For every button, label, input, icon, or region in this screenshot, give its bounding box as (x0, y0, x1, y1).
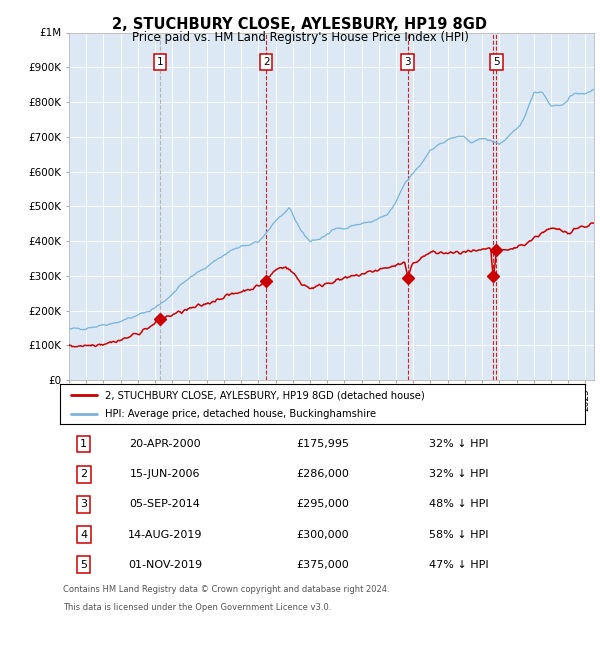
Text: 1: 1 (157, 57, 164, 67)
Text: 47% ↓ HPI: 47% ↓ HPI (429, 560, 489, 569)
Text: 2: 2 (263, 57, 269, 67)
Text: £286,000: £286,000 (296, 469, 349, 479)
Text: 48% ↓ HPI: 48% ↓ HPI (429, 499, 489, 510)
Text: 05-SEP-2014: 05-SEP-2014 (130, 499, 200, 510)
Text: 01-NOV-2019: 01-NOV-2019 (128, 560, 202, 569)
Text: 5: 5 (493, 57, 500, 67)
Text: 2, STUCHBURY CLOSE, AYLESBURY, HP19 8GD (detached house): 2, STUCHBURY CLOSE, AYLESBURY, HP19 8GD … (104, 390, 424, 400)
Text: 32% ↓ HPI: 32% ↓ HPI (429, 439, 489, 449)
Text: 1: 1 (80, 439, 87, 449)
Text: 3: 3 (404, 57, 411, 67)
Text: HPI: Average price, detached house, Buckinghamshire: HPI: Average price, detached house, Buck… (104, 410, 376, 419)
Text: Contains HM Land Registry data © Crown copyright and database right 2024.: Contains HM Land Registry data © Crown c… (63, 585, 389, 594)
Text: 2: 2 (80, 469, 87, 479)
Text: 2, STUCHBURY CLOSE, AYLESBURY, HP19 8GD: 2, STUCHBURY CLOSE, AYLESBURY, HP19 8GD (113, 17, 487, 32)
Text: 5: 5 (80, 560, 87, 569)
Text: 20-APR-2000: 20-APR-2000 (129, 439, 201, 449)
Text: 4: 4 (80, 530, 87, 540)
Text: £175,995: £175,995 (296, 439, 349, 449)
Text: £300,000: £300,000 (296, 530, 349, 540)
Text: 3: 3 (80, 499, 87, 510)
Text: £375,000: £375,000 (296, 560, 349, 569)
Text: 32% ↓ HPI: 32% ↓ HPI (429, 469, 489, 479)
Text: 58% ↓ HPI: 58% ↓ HPI (429, 530, 489, 540)
Text: 15-JUN-2006: 15-JUN-2006 (130, 469, 200, 479)
Text: 14-AUG-2019: 14-AUG-2019 (128, 530, 202, 540)
Text: Price paid vs. HM Land Registry's House Price Index (HPI): Price paid vs. HM Land Registry's House … (131, 31, 469, 44)
Text: This data is licensed under the Open Government Licence v3.0.: This data is licensed under the Open Gov… (63, 603, 331, 612)
Text: £295,000: £295,000 (296, 499, 349, 510)
